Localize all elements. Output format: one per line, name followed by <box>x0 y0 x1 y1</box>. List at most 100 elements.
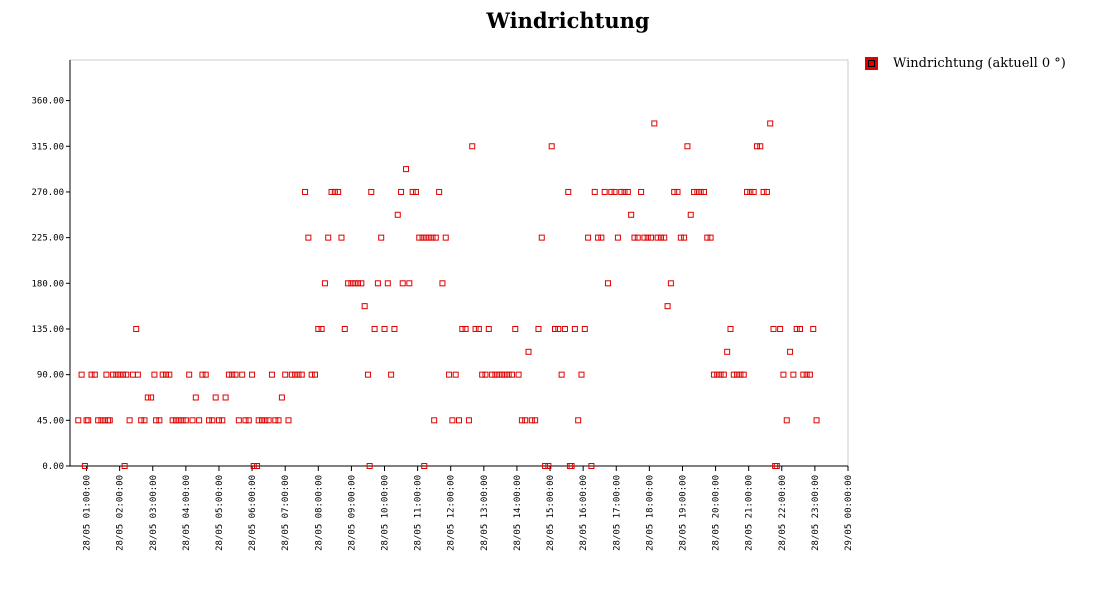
data-point <box>141 417 148 424</box>
data-point <box>398 188 405 195</box>
data-point <box>664 303 671 310</box>
data-point <box>282 371 289 378</box>
data-point <box>518 417 525 424</box>
data-point <box>727 325 734 332</box>
data-point <box>446 371 453 378</box>
data-point <box>325 234 332 241</box>
data-point <box>578 371 585 378</box>
data-point <box>780 371 787 378</box>
data-point <box>548 143 555 150</box>
data-point <box>358 280 365 287</box>
data-point <box>724 348 731 355</box>
y-tick-label: 180.00 <box>31 279 64 289</box>
x-tick-label: 28/05 19:00:00 <box>678 475 688 551</box>
data-point <box>215 417 222 424</box>
data-point <box>364 371 371 378</box>
data-point <box>138 417 145 424</box>
data-point <box>508 371 515 378</box>
data-point <box>432 234 439 241</box>
data-point <box>134 371 141 378</box>
data-point <box>644 234 651 241</box>
x-tick-label: 28/05 10:00:00 <box>381 475 391 551</box>
data-point <box>601 188 608 195</box>
data-point <box>618 188 625 195</box>
data-point <box>381 325 388 332</box>
data-point <box>631 234 638 241</box>
data-point <box>305 234 312 241</box>
data-point <box>242 417 249 424</box>
x-tick-label: 28/05 01:00:00 <box>83 475 93 551</box>
data-point <box>209 417 216 424</box>
data-point <box>182 417 189 424</box>
data-point <box>222 394 229 401</box>
data-point <box>499 371 506 378</box>
data-point <box>532 417 539 424</box>
data-point <box>172 417 179 424</box>
data-point <box>206 417 213 424</box>
data-point <box>119 371 126 378</box>
x-tick-label: 28/05 23:00:00 <box>811 475 821 551</box>
x-tick-label: 28/05 04:00:00 <box>182 475 192 551</box>
data-points <box>75 120 820 469</box>
x-tick-label: 28/05 14:00:00 <box>513 475 523 551</box>
data-point <box>318 325 325 332</box>
data-point <box>588 463 595 469</box>
data-point <box>335 188 342 195</box>
data-point <box>351 280 358 287</box>
data-point <box>787 348 794 355</box>
data-point <box>98 417 105 424</box>
data-point <box>235 417 242 424</box>
data-point <box>485 325 492 332</box>
data-point <box>492 371 499 378</box>
data-point <box>661 234 668 241</box>
data-point <box>783 417 790 424</box>
data-point <box>153 417 160 424</box>
data-point <box>674 188 681 195</box>
data-point <box>133 325 140 332</box>
plot-frame <box>69 59 849 467</box>
data-point <box>85 417 92 424</box>
legend-swatch <box>865 57 878 70</box>
data-point <box>694 188 701 195</box>
data-point <box>684 143 691 150</box>
data-point <box>624 188 631 195</box>
data-point <box>604 280 611 287</box>
data-point <box>371 325 378 332</box>
data-point <box>558 371 565 378</box>
data-point <box>757 143 764 150</box>
data-point <box>502 371 509 378</box>
data-point <box>255 417 262 424</box>
data-point <box>475 325 482 332</box>
data-point <box>275 417 282 424</box>
data-point <box>151 371 158 378</box>
data-point <box>321 280 328 287</box>
data-point <box>750 188 757 195</box>
data-point <box>302 188 309 195</box>
data-point <box>803 371 810 378</box>
data-point <box>421 463 428 469</box>
data-point <box>406 280 413 287</box>
data-point <box>651 120 658 127</box>
chart-title: Windrichtung <box>486 8 650 33</box>
data-point <box>331 188 338 195</box>
x-tick-label: 28/05 07:00:00 <box>281 475 291 551</box>
data-point <box>628 211 635 218</box>
data-point <box>681 234 688 241</box>
x-tick-label: 28/05 22:00:00 <box>778 475 788 551</box>
data-point <box>144 394 151 401</box>
data-point <box>311 371 318 378</box>
x-tick-label: 28/05 13:00:00 <box>480 475 490 551</box>
data-point <box>315 325 322 332</box>
data-point <box>614 234 621 241</box>
x-tick-label: 28/05 02:00:00 <box>116 475 126 551</box>
legend: Windrichtung (aktuell 0 °) <box>865 56 1066 71</box>
data-point <box>707 234 714 241</box>
data-point <box>278 394 285 401</box>
data-point <box>159 371 166 378</box>
data-point <box>495 371 502 378</box>
data-point <box>292 371 299 378</box>
data-point <box>581 325 588 332</box>
data-point <box>489 371 496 378</box>
data-point <box>419 234 426 241</box>
data-point <box>123 371 130 378</box>
